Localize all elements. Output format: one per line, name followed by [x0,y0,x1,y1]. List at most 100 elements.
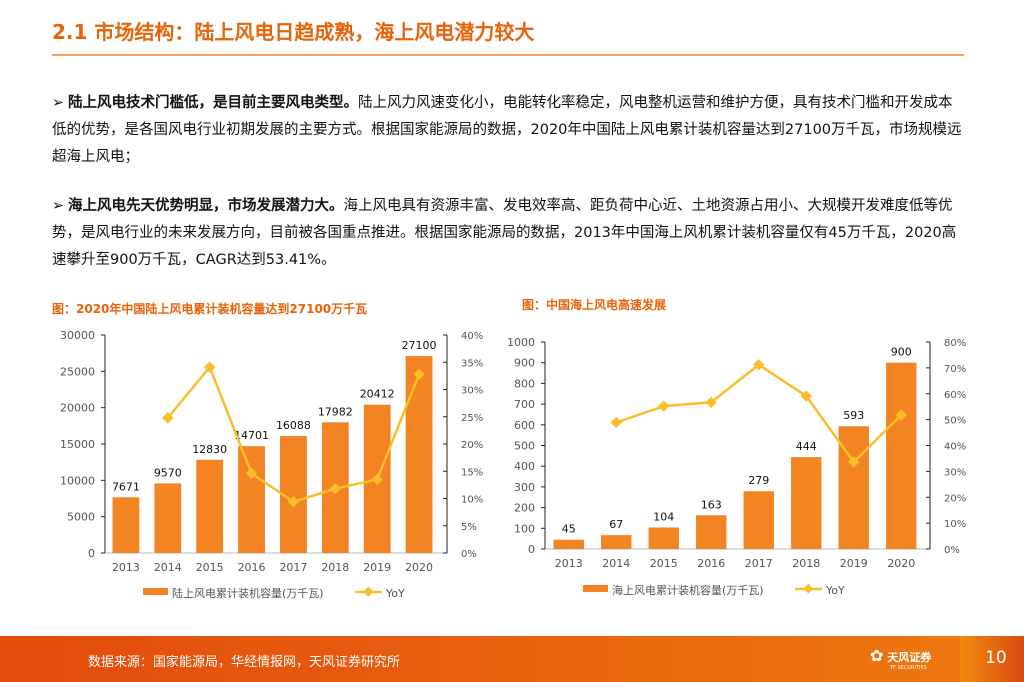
legend-bar-swatch [583,585,608,592]
y2-tick-label: 0% [944,545,960,556]
legend-line-marker [803,583,814,594]
bar [601,535,632,549]
y-tick-label: 900 [514,357,535,370]
bar-label: 7671 [112,480,140,493]
y2-tick-label: 60% [944,390,966,401]
y-tick-label: 800 [514,377,535,390]
bar-label: 900 [891,346,912,359]
legend-line-label: YoY [825,584,845,597]
y2-tick-label: 80% [944,338,966,349]
legend-bar-label: 陆上风电累计装机容量(万千瓦) [172,586,324,600]
y2-tick-label: 40% [461,331,483,342]
bar [238,446,265,553]
y-tick-label: 600 [514,419,535,432]
legend-line-label: YoY [385,587,405,600]
page-number-box [960,636,1024,682]
charts: 0500010000150002000025000300000%5%10%15%… [60,329,966,600]
yoy-point [329,483,341,495]
bar-label: 9570 [154,466,182,479]
bar [154,483,182,553]
x-tick-label: 2017 [745,557,773,570]
x-tick-label: 2015 [196,561,224,574]
y-tick-label: 100 [514,522,535,535]
bar-label: 67 [609,518,623,531]
y-tick-label: 0 [528,543,535,556]
yoy-point [371,473,383,486]
bullet-heading: 陆上风电技术门槛低，是目前主要风电类型。 [68,95,358,111]
company-logo: ✿ 天风证券 TF SECURITIES [870,646,932,671]
yoy-point [705,396,717,408]
y2-tick-label: 30% [944,467,966,478]
yoy-point [753,359,765,371]
x-tick-label: 2014 [602,557,630,570]
y-tick-label: 0 [88,547,95,560]
bar [648,527,679,549]
y2-tick-label: 0% [461,549,477,560]
y2-tick-label: 35% [461,358,483,369]
y2-tick-label: 5% [461,522,477,533]
y-tick-label: 30000 [60,329,95,342]
data-source: 数据来源：国家能源局，华经情报网，天风证券研究所 [88,655,401,670]
legend-bar-label: 海上风电累计装机容量(万千瓦) [612,583,764,597]
y2-tick-label: 70% [944,364,966,375]
yoy-point [658,400,670,412]
title-divider [52,54,964,56]
x-tick-label: 2015 [650,557,678,570]
y2-tick-label: 20% [461,440,483,451]
yoy-point [287,496,300,508]
yoy-point [413,368,425,380]
chart-title-onshore: 图：2020年中国陆上风电累计装机容量达到27100万千瓦 [52,302,368,316]
bar-label: 27100 [402,339,437,352]
x-tick-label: 2016 [697,557,725,570]
y-tick-label: 1000 [507,336,535,349]
y-tick-label: 400 [514,460,535,473]
x-tick-label: 2018 [321,561,349,574]
bar-label: 163 [701,498,722,511]
arrow-icon: ➢ [52,95,65,111]
y-tick-label: 200 [514,502,535,515]
y2-tick-label: 10% [461,495,483,506]
yoy-point [895,409,907,421]
x-tick-label: 2019 [363,561,391,574]
footer: 数据来源：国家能源局，华经情报网，天风证券研究所 ✿ 天风证券 TF SECURI… [0,636,1024,682]
bar-label: 279 [748,474,769,487]
x-tick-label: 2013 [555,557,583,570]
bar [791,457,822,549]
x-tick-label: 2013 [112,561,140,574]
bar [886,362,917,549]
x-tick-label: 2020 [405,561,433,574]
chart-title-offshore: 图：中国海上风电高速发展 [522,298,667,312]
bar [196,459,224,553]
yoy-point [245,467,258,480]
yoy-point [800,390,812,402]
bullet-onshore: ➢ 陆上风电技术门槛低，是目前主要风电类型。陆上风力风速变化小，电能转化率稳定，风… [52,90,964,171]
y2-tick-label: 50% [944,416,966,427]
y-tick-label: 500 [514,440,535,453]
y2-tick-label: 10% [944,519,966,530]
y2-tick-label: 30% [461,386,483,397]
yoy-point [610,416,622,429]
bar [553,539,584,549]
yoy-point [848,456,860,468]
bullet-heading: 海上风电先天优势明显，市场发展潜力大。 [68,198,344,214]
x-tick-label: 2017 [279,561,307,574]
bar-label: 104 [653,510,674,523]
bar-label: 16088 [276,419,311,432]
bullet-text: 陆上风力风速变化小，电能转化率稳定，风电整机运营和维护方便，具有技术门槛和开发成… [52,95,962,165]
yoy-point [204,361,216,373]
y-tick-label: 300 [514,481,535,494]
y-tick-label: 700 [514,398,535,411]
yoy-point [162,412,174,424]
bar-label: 14701 [234,429,269,442]
legend-line-marker [363,586,374,597]
y2-tick-label: 15% [461,467,483,478]
bar [696,515,727,549]
bar-label: 593 [843,409,864,422]
bar [838,426,869,549]
y-tick-label: 25000 [60,365,95,378]
y2-tick-label: 20% [944,493,966,504]
y2-tick-label: 25% [461,413,483,424]
x-tick-label: 2016 [238,561,266,574]
y-tick-label: 5000 [67,511,95,524]
x-tick-label: 2020 [887,557,915,570]
